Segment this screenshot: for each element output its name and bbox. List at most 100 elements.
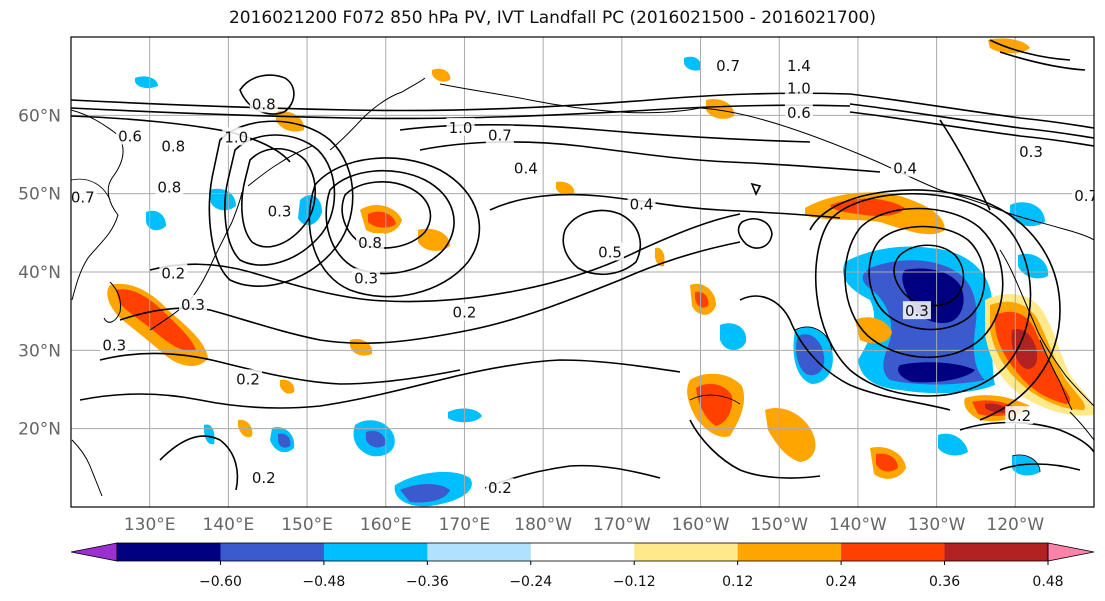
contour-label-bg [178,294,207,313]
colorbar-tick-label: −0.24 [509,574,552,590]
contour-line [849,111,1094,147]
contour-label-bg [511,158,540,177]
contour-line [737,218,773,249]
contour-label: 0.2 [488,479,512,497]
lon-tick-label: 140°E [203,515,255,535]
colorbar-swatch [427,543,532,561]
contour-label: 1.4 [787,57,811,75]
lon-tick-label: 120°W [986,515,1044,535]
colorbar: −0.60 −0.48 −0.36 −0.24 −0.12 0.12 0.24 0.36 0.4… [70,542,1095,590]
coastline-aleutians [439,83,701,114]
contour-label: 0.3 [181,296,205,314]
contour-label: 1.0 [224,128,248,146]
contour-line [999,51,1086,71]
coastline-philippines [71,439,103,497]
contour-label-bg [784,78,813,97]
contour-label: 0.7 [716,57,740,75]
pv-patch-positive [696,383,733,426]
contour-line [119,241,741,345]
contour-line [325,169,455,275]
colorbar-extend-low [70,542,118,562]
contour-line [341,181,432,249]
contour-label-bg [485,478,514,497]
colorbar-tick-label: 0.12 [722,574,753,590]
lon-tick-label: 160°E [360,515,412,535]
contour-label: 0.3 [268,203,292,221]
contour-line [794,326,833,351]
colorbar-tick-label: −0.36 [406,574,449,590]
contour-label: 0.2 [1007,407,1031,425]
contour-label-bg [784,102,813,121]
contour-label-bg [100,335,129,354]
colorbar-swatch [944,543,1049,561]
pv-patch-positive [418,228,450,251]
contour-line [71,178,111,201]
lon-labels: 130°E 140°E 150°E 160°E 170°E 180°W 170°W 160°W… [124,515,1045,535]
contour-label-bg [249,468,278,487]
lat-tick-label: 30°N [18,341,61,361]
contour-label: 0.7 [488,127,512,145]
contour-label-bg [450,302,479,321]
contour-label-bg [446,117,475,136]
colorbar-tick-label: 0.24 [826,574,857,590]
pv-patch-positive [1011,328,1038,369]
contour-label-bg [71,187,97,206]
pv-patch-positive [765,408,816,462]
contour-line [149,213,741,303]
pv-patch-positive [368,211,396,228]
colorbar-extend-high [1047,542,1095,562]
contour-label-bg [1072,186,1094,205]
thin-contours [71,178,1041,473]
pv-patch-positive [654,247,665,267]
coastline-alaska [699,107,1094,241]
contour-line [71,104,851,120]
colorbar-tick-label: −0.48 [302,574,345,590]
contour-label-bg [352,268,381,287]
map-frame [70,36,1095,508]
pv-patch-positive [855,317,892,344]
map-title: 2016021200 F072 850 hPa PV, IVT Landfall… [228,8,876,28]
contour-label: 0.8 [252,95,276,113]
pv-patch-positive [116,289,196,352]
colorbar-tick-label: 0.36 [929,574,960,590]
contour-label: 0.5 [598,243,622,261]
colorbar-swatch [737,543,842,561]
contour-label-bg [222,127,251,146]
contour-line [79,359,681,409]
pv-patch-negative [684,56,701,71]
lat-tick-label: 40°N [18,263,61,283]
contour-label: 0.3 [905,302,929,320]
pv-patch-positive [830,198,905,216]
contour-label: 0.8 [161,138,185,156]
coastline-north-america [999,249,1094,407]
contour-label: 0.2 [453,304,477,322]
contour-label-bg [902,301,931,320]
contour-line [815,193,1032,397]
pv-patch-negative [448,408,482,423]
lon-tick-label: 150°E [281,515,333,535]
contour-label-bg [249,94,278,113]
coastline-korea [103,281,121,323]
pv-patch-negative [366,430,386,448]
contour-label-bg [627,194,656,213]
colorbar-tick-label: 0.48 [1032,574,1063,590]
pv-patch-positive [876,453,898,472]
pv-patch-negative [1010,202,1045,227]
contour-label: 0.2 [161,265,185,283]
pv-patch-positive [706,98,735,119]
contour-line [999,463,1081,471]
contour-line [689,419,821,479]
colorbar-swatch [220,543,325,561]
contour-label: 0.6 [787,104,811,122]
pv-patch-positive [988,38,1030,54]
contour-label-bg [265,201,294,220]
lon-tick-label: 130°E [124,515,176,535]
contour-label-bg [159,263,188,282]
lon-tick-label: 170°W [593,515,651,535]
coastline-baja [1039,339,1073,411]
contour-label: 0.4 [514,160,538,178]
colorbar-tick-label: −0.12 [613,574,656,590]
contour-line [1011,454,1041,473]
contour-label: 1.0 [787,80,811,98]
